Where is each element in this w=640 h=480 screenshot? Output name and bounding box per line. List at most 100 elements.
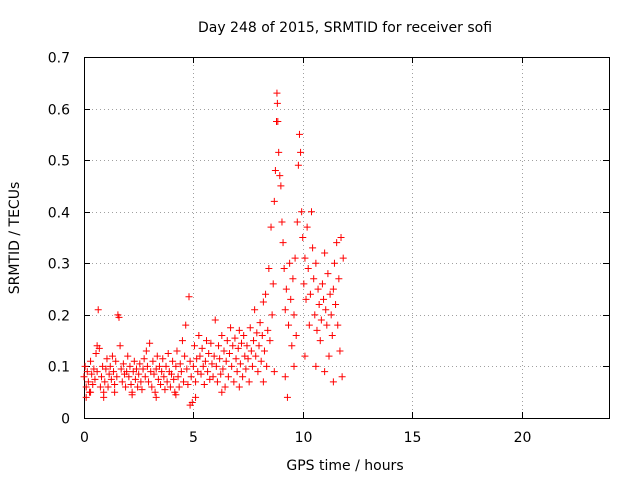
data-point: [312, 259, 320, 267]
data-point: [320, 295, 328, 303]
data-point: [80, 373, 88, 381]
data-point: [234, 344, 242, 352]
data-point: [270, 197, 278, 205]
data-point: [283, 393, 291, 401]
data-point: [274, 117, 282, 125]
data-point: [266, 337, 274, 345]
data-point: [313, 326, 321, 334]
data-point: [105, 370, 113, 378]
data-point: [96, 383, 104, 391]
data-point: [122, 383, 130, 391]
data-point: [175, 383, 183, 391]
data-point: [131, 375, 139, 383]
data-point: [142, 347, 150, 355]
data-point: [339, 254, 347, 262]
data-point: [192, 378, 200, 386]
data-point: [309, 244, 317, 252]
data-point: [103, 355, 111, 363]
data-point: [138, 386, 146, 394]
data-point: [327, 311, 335, 319]
data-point: [259, 378, 267, 386]
data-point: [258, 331, 266, 339]
data-point: [248, 362, 256, 370]
data-point: [314, 285, 322, 293]
data-point: [228, 362, 236, 370]
data-point: [100, 393, 108, 401]
data-point: [251, 306, 259, 314]
data-point: [235, 383, 243, 391]
data-point: [310, 275, 318, 283]
data-point: [198, 344, 206, 352]
data-point: [177, 368, 185, 376]
data-point: [199, 362, 207, 370]
data-point: [287, 295, 295, 303]
data-point: [224, 373, 232, 381]
data-point: [211, 316, 219, 324]
data-point: [295, 130, 303, 138]
data-point: [279, 239, 287, 247]
data-point: [222, 357, 230, 365]
data-point: [143, 362, 151, 370]
data-point: [130, 357, 138, 365]
data-point: [318, 280, 326, 288]
data-point: [195, 331, 203, 339]
data-point: [178, 337, 186, 345]
x-tick-label: 20: [514, 430, 532, 446]
data-point: [201, 357, 209, 365]
data-point: [276, 172, 284, 180]
data-point: [82, 393, 90, 401]
data-point: [209, 373, 217, 381]
data-point: [106, 362, 114, 370]
data-point: [176, 360, 184, 368]
data-point: [259, 298, 267, 306]
data-point: [238, 339, 245, 347]
data-point: [334, 321, 342, 329]
data-point: [298, 208, 306, 216]
data-point: [98, 373, 105, 381]
data-point: [294, 161, 302, 169]
data-point: [301, 254, 309, 262]
data-point: [160, 373, 168, 381]
data-point: [231, 334, 239, 342]
data-point: [104, 383, 112, 391]
data-point: [299, 234, 307, 241]
data-point: [282, 285, 290, 293]
y-tick-label: 0.6: [48, 103, 70, 119]
data-point: [316, 337, 324, 345]
data-point: [256, 319, 264, 327]
data-point: [281, 373, 289, 381]
data-point: [173, 347, 181, 355]
data-point: [89, 380, 97, 388]
data-point: [172, 391, 180, 399]
data-point: [87, 388, 95, 396]
data-point: [200, 380, 208, 388]
data-point: [300, 280, 308, 288]
data-point: [329, 285, 337, 293]
data-point: [330, 259, 338, 267]
data-point: [255, 342, 263, 350]
data-point: [265, 264, 273, 272]
data-point: [204, 368, 212, 376]
data-point: [315, 301, 323, 309]
data-point: [134, 383, 142, 391]
data-point: [233, 368, 241, 376]
data-point: [189, 362, 197, 370]
data-point: [247, 347, 255, 355]
data-point: [288, 342, 296, 350]
data-point: [289, 275, 297, 283]
data-point: [108, 352, 116, 360]
data-point: [93, 368, 101, 376]
data-point: [326, 290, 334, 298]
data-point: [117, 365, 125, 373]
data-point: [280, 264, 288, 272]
data-point: [328, 331, 336, 339]
data-point: [242, 365, 250, 373]
data-point: [94, 306, 102, 314]
data-point: [148, 383, 156, 391]
data-point: [166, 383, 174, 391]
data-point: [158, 368, 166, 376]
data-point: [119, 360, 127, 368]
data-point: [163, 378, 171, 386]
data-point: [180, 378, 188, 386]
data-point: [293, 218, 301, 226]
